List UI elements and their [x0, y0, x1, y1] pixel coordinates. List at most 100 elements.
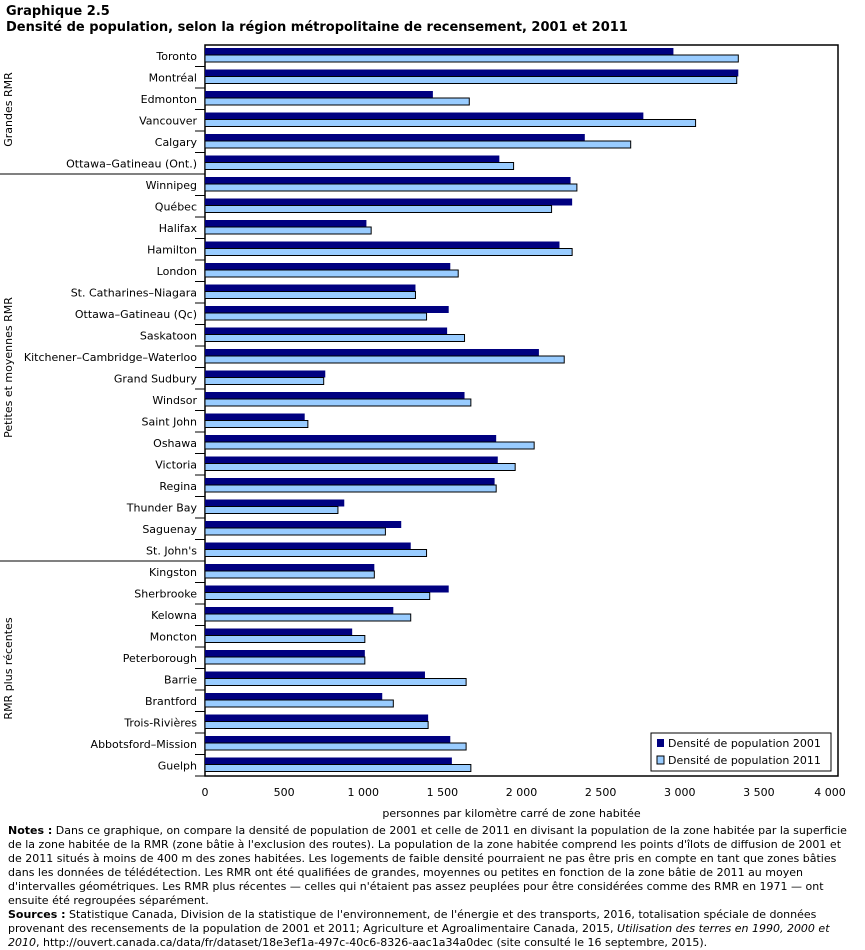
bar-2001	[205, 263, 451, 270]
category-label: Ottawa–Gatineau (Ont.)	[66, 157, 197, 170]
category-label: Hamilton	[147, 243, 197, 256]
category-label: Victoria	[155, 458, 197, 471]
legend-box	[650, 732, 832, 772]
bar-2011	[204, 570, 375, 579]
category-label: Moncton	[150, 630, 197, 643]
chart-title: Densité de population, selon la région m…	[6, 20, 628, 35]
category-label: Kingston	[149, 566, 197, 579]
bar-2011	[204, 549, 428, 557]
bar-2001	[205, 48, 674, 55]
bar-2011	[204, 334, 466, 342]
bar-2001	[205, 435, 497, 442]
bar-2001	[205, 650, 365, 657]
bar-2001	[205, 284, 416, 292]
notes-text: Dans ce graphique, on compare la densité…	[8, 824, 847, 907]
bar-2011	[204, 678, 467, 686]
category-label: Guelph	[158, 759, 197, 772]
x-tick-label: 2 500	[585, 786, 617, 799]
bar-2001	[205, 478, 495, 485]
x-tick-label: 1 000	[348, 786, 380, 799]
bar-2011	[204, 441, 535, 450]
category-label: Toronto	[155, 50, 197, 63]
category-label: Trois-Rivières	[123, 716, 197, 729]
category-label: Grand Sudbury	[114, 372, 198, 385]
bar-2001	[205, 585, 449, 593]
group-label: Grandes RMR	[2, 72, 15, 147]
bar-2011	[204, 377, 325, 385]
category-label: Saint John	[142, 415, 198, 428]
bar-2001	[205, 134, 585, 141]
bar-chart: Toronto Montréal Edmonton Vancouver Calgary O…	[0, 44, 846, 820]
bar-2001	[205, 671, 425, 679]
category-label: Thunder Bay	[126, 501, 198, 514]
legend-swatch	[656, 755, 665, 765]
x-tick-label: 3 500	[743, 786, 775, 799]
x-tick-label: 0	[202, 786, 209, 799]
bar-2011	[204, 742, 467, 751]
category-label: Vancouver	[139, 114, 197, 127]
bar-2001	[205, 91, 433, 98]
bar-2001	[205, 542, 411, 550]
bar-2001	[205, 349, 539, 356]
category-label: Sherbrooke	[134, 587, 197, 600]
bar-2001	[205, 628, 353, 636]
category-label: London	[157, 265, 197, 278]
bar-2001	[205, 757, 452, 765]
notes: Notes : Dans ce graphique, on compare la…	[8, 824, 858, 950]
plot-frame	[204, 44, 839, 777]
category-label: Kitchener–Cambridge–Waterloo	[24, 351, 197, 364]
category-label: Oshawa	[153, 437, 197, 450]
category-label: Winnipeg	[146, 179, 197, 192]
bar-2001	[205, 607, 394, 614]
group-label: RMR plus récentes	[2, 617, 15, 719]
category-label: St. Catharines–Niagara	[71, 286, 197, 299]
bar-2011	[204, 119, 697, 127]
bar-2011	[204, 54, 739, 63]
bar-2001	[205, 69, 739, 77]
bar-2011	[204, 248, 573, 256]
bar-2011	[204, 291, 416, 299]
category-label: Kelowna	[151, 609, 197, 622]
x-tick-label: 4 000	[814, 786, 846, 799]
bar-2011	[204, 527, 386, 536]
bar-2011	[204, 463, 516, 471]
bar-2001	[205, 306, 449, 313]
bar-2011	[204, 506, 339, 514]
bar-2011	[204, 764, 472, 772]
category-label: Saskatoon	[140, 329, 197, 342]
x-tick-label: 2 000	[506, 786, 538, 799]
category-label: Abbotsford–Mission	[91, 738, 197, 751]
category-label: Edmonton	[141, 93, 197, 106]
sources-end: , http://ouvert.canada.ca/data/fr/datase…	[36, 936, 708, 949]
bar-2011	[204, 613, 412, 622]
bar-2001	[205, 564, 375, 571]
bar-2011	[204, 97, 470, 106]
sources-label: Sources :	[8, 908, 66, 921]
group-label: Petites et moyennes RMR	[2, 297, 15, 438]
bar-2001	[205, 198, 573, 206]
bar-2001	[205, 155, 500, 163]
bar-2001	[205, 370, 326, 378]
bar-2011	[204, 183, 578, 192]
bar-2011	[204, 140, 632, 149]
category-label: Halifax	[159, 222, 198, 235]
bar-2001	[205, 392, 465, 399]
bar-2001	[205, 456, 498, 464]
category-label: Montréal	[149, 71, 197, 84]
legend-label: Densité de population 2001	[668, 737, 821, 750]
category-label: Saguenay	[142, 523, 197, 536]
bar-2011	[204, 398, 472, 407]
bar-2001	[205, 241, 560, 249]
bar-2011	[204, 355, 565, 364]
bar-2011	[204, 484, 497, 493]
bar-2011	[204, 592, 431, 600]
category-label: Ottawa–Gatineau (Qc)	[75, 308, 197, 321]
notes-label: Notes :	[8, 824, 53, 837]
bar-2001	[205, 714, 429, 722]
category-label: Calgary	[155, 136, 198, 149]
bar-2011	[204, 205, 553, 213]
category-label: Peterborough	[123, 652, 197, 665]
category-label: Windsor	[152, 394, 197, 407]
category-label: St. John's	[146, 544, 197, 557]
x-tick-label: 3 000	[664, 786, 696, 799]
